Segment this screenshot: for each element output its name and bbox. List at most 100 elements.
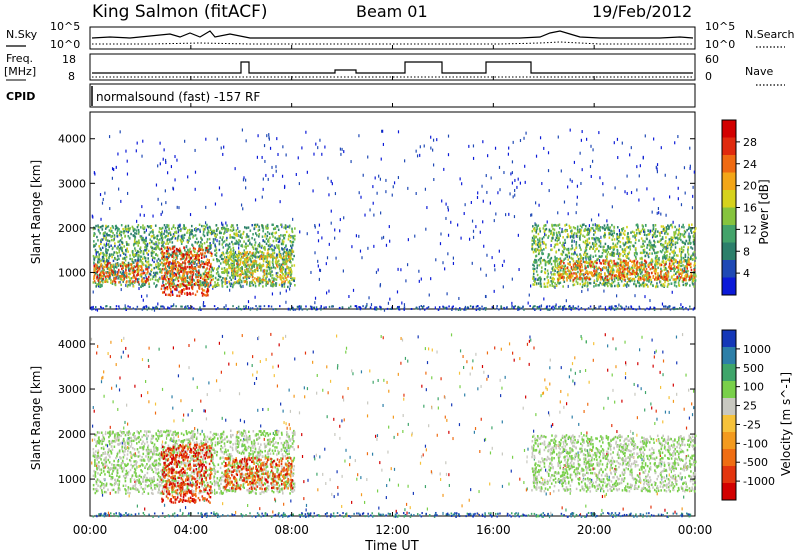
- range-gate-cell: [644, 283, 647, 286]
- range-gate-cell: [216, 283, 219, 287]
- range-gate-cell: [116, 262, 119, 266]
- range-gate-cell: [128, 229, 131, 232]
- range-gate-cell: [551, 248, 553, 251]
- range-gate-cell: [96, 283, 98, 286]
- range-gate-cell: [264, 232, 267, 236]
- range-gate-cell: [153, 247, 155, 250]
- range-gate-cell: [184, 259, 186, 263]
- range-gate-cell: [576, 195, 578, 199]
- range-gate-cell: [276, 224, 278, 228]
- range-gate-cell: [593, 245, 595, 248]
- range-gate-cell: [612, 269, 615, 272]
- range-gate-cell: [561, 227, 563, 231]
- range-gate-cell: [604, 228, 606, 232]
- range-gate-cell: [180, 305, 182, 308]
- range-gate-cell: [674, 281, 677, 284]
- range-gate-cell: [541, 259, 544, 262]
- range-gate-cell: [261, 224, 264, 227]
- range-gate-cell: [94, 227, 96, 230]
- range-gate-cell: [203, 289, 206, 292]
- range-gate-cell: [188, 260, 191, 263]
- range-gate-cell: [442, 305, 444, 308]
- range-gate-cell: [183, 233, 186, 237]
- range-gate-cell: [594, 223, 596, 227]
- range-gate-cell: [161, 226, 164, 230]
- range-gate-cell: [101, 201, 104, 205]
- range-gate-cell: [242, 284, 244, 288]
- range-gate-cell: [207, 282, 209, 285]
- range-gate-cell: [692, 253, 694, 257]
- range-gate-cell: [678, 224, 680, 228]
- range-gate-cell: [694, 265, 696, 269]
- range-gate-cell: [201, 246, 203, 249]
- range-gate-cell: [692, 277, 694, 281]
- range-gate-cell: [105, 265, 108, 268]
- range-gate-cell: [266, 257, 268, 260]
- range-gate-cell: [201, 294, 204, 297]
- range-gate-cell: [137, 272, 139, 275]
- range-gate-cell: [626, 284, 628, 288]
- range-gate-cell: [233, 256, 236, 259]
- range-gate-cell: [285, 225, 288, 228]
- range-gate-cell: [208, 285, 210, 288]
- range-gate-cell: [198, 254, 201, 257]
- range-gate-cell: [482, 140, 484, 144]
- range-gate-cell: [108, 234, 111, 237]
- range-gate-cell: [522, 305, 524, 308]
- range-gate-cell: [135, 259, 137, 263]
- range-gate-cell: [458, 296, 460, 300]
- range-gate-cell: [223, 226, 226, 230]
- range-gate-cell: [588, 255, 591, 259]
- range-gate-cell: [273, 249, 276, 252]
- range-gate-cell: [198, 285, 201, 288]
- range-gate-cell: [133, 234, 136, 238]
- range-gate-cell: [471, 219, 474, 223]
- range-gate-cell: [170, 280, 172, 284]
- range-gate-cell: [216, 268, 218, 271]
- range-gate-cell: [120, 234, 123, 237]
- range-gate-cell: [479, 308, 481, 311]
- range-gate-cell: [668, 243, 671, 247]
- range-gate-cell: [562, 308, 564, 311]
- range-gate-cell: [415, 307, 417, 310]
- range-gate-cell: [249, 242, 251, 246]
- range-gate-cell: [94, 256, 97, 259]
- range-gate-cell: [249, 284, 252, 287]
- range-gate-cell: [605, 255, 607, 258]
- range-gate-cell: [202, 228, 205, 231]
- range-gate-cell: [217, 284, 220, 287]
- range-gate-cell: [137, 241, 139, 244]
- range-gate-cell: [158, 307, 161, 310]
- range-gate-cell: [247, 244, 249, 247]
- range-gate-cell: [640, 245, 643, 248]
- range-gate-cell: [620, 233, 622, 236]
- range-gate-cell: [168, 279, 170, 283]
- range-gate-cell: [229, 251, 231, 254]
- range-gate-cell: [105, 263, 107, 267]
- range-gate-cell: [117, 270, 120, 274]
- range-gate-cell: [541, 252, 544, 256]
- range-gate-cell: [495, 212, 497, 216]
- range-gate-cell: [144, 246, 146, 249]
- range-gate-cell: [183, 224, 185, 227]
- range-gate-cell: [118, 228, 120, 231]
- range-gate-cell: [513, 215, 516, 219]
- range-gate-cell: [157, 265, 160, 268]
- range-gate-cell: [287, 271, 290, 275]
- range-gate-cell: [539, 308, 542, 311]
- range-gate-cell: [172, 256, 175, 259]
- range-gate-cell: [126, 159, 128, 163]
- range-gate-cell: [175, 288, 177, 291]
- range-gate-cell: [627, 246, 630, 249]
- range-gate-cell: [119, 271, 122, 274]
- range-gate-cell: [231, 253, 234, 256]
- range-gate-cell: [254, 253, 256, 256]
- range-gate-cell: [579, 282, 582, 286]
- range-gate-cell: [142, 241, 145, 244]
- range-gate-cell: [205, 255, 208, 258]
- range-gate-cell: [108, 245, 111, 249]
- range-gate-cell: [272, 284, 275, 288]
- range-gate-cell: [291, 227, 293, 231]
- range-gate-cell: [134, 253, 137, 256]
- range-gate-cell: [677, 135, 679, 139]
